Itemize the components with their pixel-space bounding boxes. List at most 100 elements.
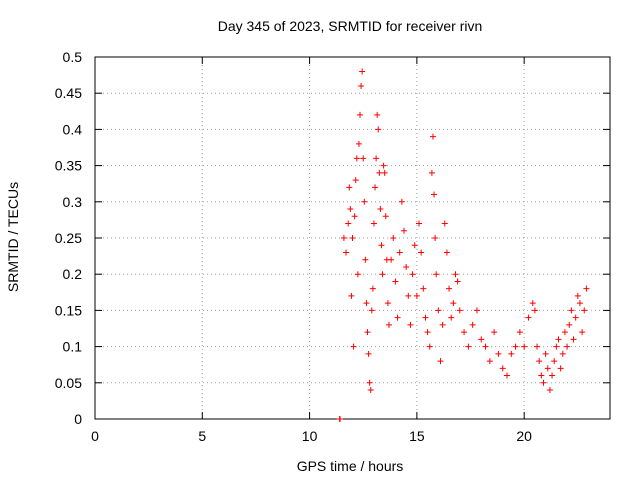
data-point [536,358,543,365]
x-tick-label: 0 [91,428,99,444]
data-point [346,184,353,191]
data-point [570,336,577,343]
data-point [390,235,397,241]
x-tick-label: 5 [198,428,206,444]
data-point [544,365,551,372]
y-tick-label: 0.2 [63,266,83,282]
data-point [531,307,538,314]
data-point [345,220,352,227]
data-point [367,387,374,394]
data-point [340,235,347,241]
data-point [413,292,420,299]
data-point [405,292,412,299]
data-point [538,372,545,379]
data-point [549,372,556,379]
data-point [364,329,371,336]
data-point [347,206,354,213]
y-tick-label: 0.3 [63,194,83,210]
data-point [564,343,571,350]
y-tick-label: 0.25 [55,230,82,246]
y-tick-label: 0.05 [55,375,82,391]
data-point [529,300,536,307]
chart-title: Day 345 of 2023, SRMTID for receiver riv… [218,18,483,34]
data-point [385,321,392,328]
data-point [353,155,360,162]
data-point [394,314,401,321]
data-point [357,111,364,118]
data-point [566,321,573,328]
data-point [349,235,356,241]
data-point [433,271,440,278]
data-point [418,249,425,256]
data-point [542,350,549,357]
data-point [461,329,468,336]
data-point [420,285,427,292]
data-point [512,343,519,350]
y-tick-label: 0.15 [55,302,82,318]
data-point [450,300,457,307]
data-point [553,343,560,350]
data-point [568,307,575,314]
y-tick-label: 0.5 [63,49,83,65]
data-point [431,191,438,198]
data-point [407,321,414,328]
data-point [576,300,583,307]
x-axis-label: GPS time / hours [297,458,404,474]
data-point [521,343,528,350]
data-point [366,379,373,386]
data-point [428,169,435,176]
data-point [398,198,405,205]
data-point [581,307,588,314]
data-point [499,365,506,372]
x-tick-label: 15 [409,428,425,444]
data-point [424,329,431,336]
data-point [350,343,357,350]
data-point [486,358,493,365]
data-point [375,126,382,133]
data-point [388,256,395,263]
data-point [392,278,399,285]
data-point [429,133,436,140]
data-point [559,350,566,357]
data-point [396,249,403,256]
y-tick-label: 0.35 [55,158,82,174]
data-point [540,379,547,386]
data-point [422,314,429,321]
data-point [561,329,568,336]
data-point [478,336,485,343]
grid [95,57,610,419]
data-point [469,321,476,328]
data-point [574,292,581,299]
data-point [382,213,389,220]
data-point [372,184,379,191]
data-point [348,292,355,299]
data-point [370,220,377,227]
y-axis-label: SRMTID / TECUs [5,182,21,292]
data-point [441,220,448,227]
data-point [409,271,416,278]
data-point [534,343,541,350]
y-tick-label: 0.4 [63,121,83,137]
data-point [411,242,418,249]
data-point [551,358,558,365]
y-tick-label: 0.1 [63,339,83,355]
x-tick-label: 20 [516,428,532,444]
data-point [452,271,459,278]
data-point [482,343,489,350]
data-point [365,350,372,357]
data-point [465,343,472,350]
data-point [380,162,387,169]
data-point [583,285,590,292]
data-point [504,372,510,379]
data-point [354,271,361,278]
data-point [416,220,423,227]
data-point [435,307,442,314]
y-tick-label: 0.45 [55,85,82,101]
data-point [377,206,384,213]
data-point [473,307,480,314]
data-point [579,329,586,336]
data-point [403,263,410,270]
